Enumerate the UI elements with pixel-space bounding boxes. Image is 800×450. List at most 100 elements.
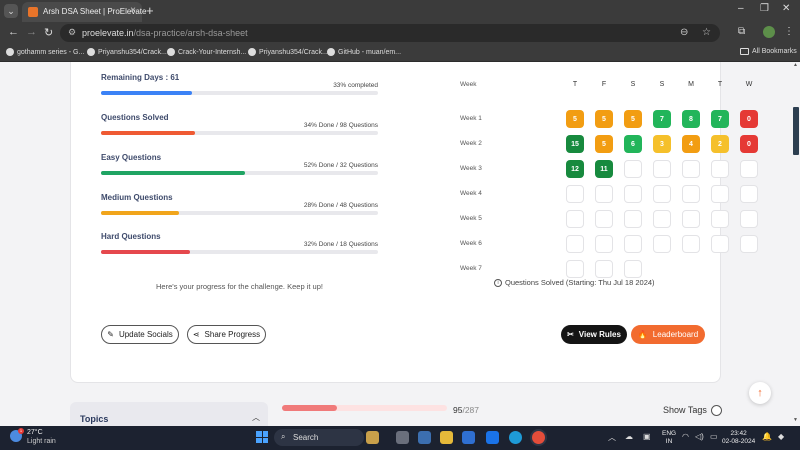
info-icon: i	[494, 278, 502, 287]
leaderboard-button[interactable]: 🔥 Leaderboard	[631, 325, 705, 344]
dropbox-icon[interactable]	[486, 431, 499, 444]
bookmark-star-icon[interactable]: ☆	[702, 27, 711, 38]
onedrive-icon[interactable]: ▣	[643, 432, 651, 441]
photos-icon[interactable]	[462, 431, 475, 444]
scroll-up-icon[interactable]: ▲	[793, 62, 798, 68]
language-indicator[interactable]: ENG IN	[662, 430, 677, 445]
forward-icon[interactable]: →	[26, 26, 37, 38]
chevron-up-icon[interactable]: ︿	[252, 413, 260, 422]
reload-icon[interactable]: ↻	[44, 27, 54, 39]
stat-progress-bar	[101, 91, 378, 95]
bookmark-item[interactable]: Priyanshu354/Crack...	[87, 48, 167, 56]
progress-card: Remaining Days : 61 33% completed Question…	[70, 62, 758, 383]
battery-icon[interactable]: ▭	[710, 432, 718, 441]
copilot-icon[interactable]: ◆	[778, 432, 785, 441]
bookmark-item[interactable]: Priyanshu354/Crack...	[248, 48, 328, 56]
cloud-sync-icon[interactable]: ☁	[625, 432, 633, 441]
share-icon: ⋖	[192, 330, 200, 339]
page-scrollbar[interactable]: ▲ ▼	[792, 62, 800, 426]
topics-panel-header[interactable]: Topics ︿	[70, 402, 268, 426]
github-icon	[167, 48, 175, 56]
scroll-thumb[interactable]	[793, 107, 799, 155]
calendar-day-cell: 15	[566, 135, 584, 153]
calendar-empty-cell	[595, 185, 613, 203]
back-icon[interactable]: ←	[8, 26, 19, 38]
tab-search-button[interactable]: ⌄	[4, 4, 18, 18]
notification-badge: 1	[18, 428, 24, 434]
scroll-down-icon[interactable]: ▼	[793, 417, 798, 423]
stat-progress-bar	[101, 250, 378, 254]
stat-progress-fill	[101, 250, 190, 254]
search-highlight-icon[interactable]	[366, 431, 379, 444]
teams-icon[interactable]	[418, 431, 431, 444]
calendar-empty-cell	[711, 235, 729, 253]
calendar-day-cell: 12	[566, 160, 584, 178]
task-view-icon[interactable]	[396, 431, 409, 444]
all-bookmarks-button[interactable]: All Bookmarks	[740, 48, 797, 55]
github-icon	[87, 48, 95, 56]
calendar-week-label: Week 6	[460, 240, 482, 247]
taskbar-search-label: Search	[293, 433, 319, 442]
topics-label: Topics	[80, 414, 109, 424]
show-tags-label: Show Tags	[663, 405, 707, 415]
minimize-icon[interactable]: –	[738, 3, 744, 14]
bookmark-item[interactable]: gothamm series - G...	[6, 48, 84, 56]
show-tags-toggle[interactable]	[711, 405, 722, 416]
share-progress-button[interactable]: ⋖ Share Progress	[187, 325, 266, 344]
calendar-empty-cell	[653, 235, 671, 253]
stat-progress-fill	[101, 131, 196, 135]
url-input[interactable]: ⚙ proelevate.in/dsa-practice/arsh-dsa-sh…	[60, 24, 720, 42]
calendar-empty-cell	[624, 235, 642, 253]
calendar-week-header: Week	[460, 81, 477, 88]
calendar-empty-cell	[566, 235, 584, 253]
calendar-empty-cell	[711, 210, 729, 228]
calendar-day-header: S	[659, 81, 665, 88]
browser-tab-active[interactable]: Arsh DSA Sheet | ProElevate ×	[22, 2, 146, 22]
edit-icon: ✎	[107, 330, 114, 339]
scroll-to-top-button[interactable]: ↑	[749, 382, 771, 404]
url-text: proelevate.in/dsa-practice/arsh-dsa-shee…	[82, 28, 248, 38]
encouragement-text: Here's your progress for the challenge. …	[156, 282, 323, 291]
stat-detail: 52% Done / 32 Questions	[303, 162, 378, 169]
calendar-day-cell: 11	[595, 160, 613, 178]
file-explorer-icon[interactable]	[440, 431, 453, 444]
calendar-day-header: T	[572, 81, 578, 88]
bookmark-item[interactable]: Crack-Your-Internsh...	[167, 48, 246, 56]
windows-start-icon[interactable]	[256, 431, 268, 443]
view-rules-button[interactable]: ✂ View Rules	[561, 325, 627, 344]
calendar-empty-cell	[682, 185, 700, 203]
taskbar-search[interactable]: ⌕ Search	[274, 429, 364, 446]
window-close-icon[interactable]: ✕	[782, 3, 791, 14]
notification-bell-icon[interactable]: 🔔	[762, 432, 772, 441]
bookmark-item[interactable]: GitHub - muan/em...	[327, 48, 401, 56]
activity-calendar: Week T F S S M T W Week 1 5 5 5 7 8 7 0 Week 2 15 5 6 3 4 2 0 We…	[460, 79, 758, 278]
calendar-week-label: Week 4	[460, 190, 482, 197]
zoom-icon[interactable]: ⊖	[680, 27, 689, 38]
google-icon	[6, 48, 14, 56]
chrome-icon[interactable]	[532, 431, 545, 444]
calendar-day-cell: 0	[740, 135, 758, 153]
update-socials-button[interactable]: ✎ Update Socials	[101, 325, 179, 344]
restore-icon[interactable]: ❐	[760, 3, 769, 14]
new-tab-button[interactable]: +	[146, 3, 154, 18]
edge-icon[interactable]	[509, 431, 522, 444]
stat-label: Remaining Days : 61	[101, 73, 180, 82]
extensions-icon[interactable]: ⧉	[738, 26, 746, 37]
browser-menu-icon[interactable]: ⋮	[784, 26, 794, 37]
tray-overflow-icon[interactable]: ︿	[608, 433, 616, 442]
clock[interactable]: 23:42 02-08-2024	[722, 430, 756, 445]
calendar-day-cell: 0	[740, 110, 758, 128]
calendar-day-cell: 5	[566, 110, 584, 128]
volume-icon[interactable]: ◁)	[695, 432, 704, 441]
site-info-icon[interactable]: ⚙	[68, 27, 77, 37]
profile-avatar[interactable]	[763, 26, 775, 38]
wifi-icon[interactable]: ◠	[682, 432, 689, 441]
calendar-day-cell: 5	[624, 110, 642, 128]
calendar-day-cell: 6	[624, 135, 642, 153]
calendar-day-header: W	[745, 81, 753, 88]
calendar-empty-cell	[595, 260, 613, 278]
calendar-week-label: Week 1	[460, 115, 482, 122]
page-content: Remaining Days : 61 33% completed Question…	[0, 62, 800, 426]
close-tab-icon[interactable]: ×	[130, 5, 136, 16]
search-icon: ⌕	[281, 432, 286, 441]
